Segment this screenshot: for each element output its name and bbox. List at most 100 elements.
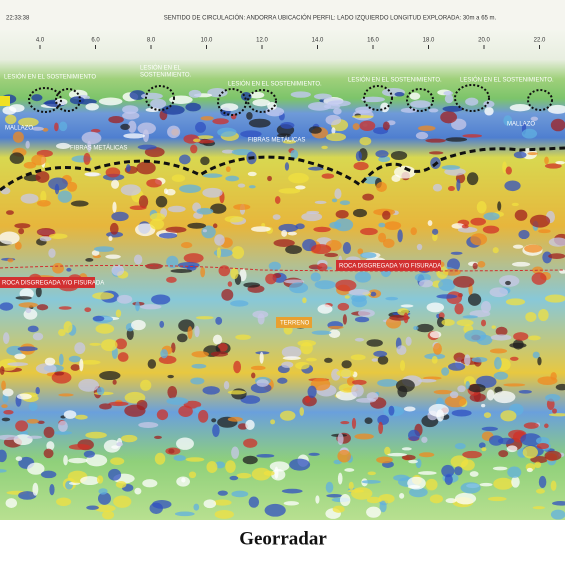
signal-blob [472, 262, 478, 270]
signal-blob [68, 444, 91, 450]
signal-blob [379, 500, 387, 513]
signal-blob [127, 120, 137, 133]
signal-blob [84, 172, 100, 177]
signal-blob [394, 92, 405, 97]
signal-blob [547, 104, 565, 114]
signal-blob [194, 325, 200, 338]
signal-blob [108, 468, 122, 481]
signal-blob [444, 395, 467, 408]
signal-blob [354, 271, 372, 283]
scale-label: 18.0 [423, 38, 435, 44]
signal-blob [84, 307, 92, 313]
signal-blob [534, 461, 542, 469]
signal-blob [471, 356, 488, 363]
signal-blob [326, 494, 343, 498]
signal-blob [213, 499, 232, 506]
signal-blob [90, 128, 101, 133]
signal-blob [511, 476, 520, 488]
signal-blob [503, 115, 513, 126]
signal-blob [378, 232, 387, 243]
signal-blob [25, 307, 32, 314]
signal-blob [362, 193, 374, 201]
signal-blob [15, 296, 32, 300]
signal-blob [80, 360, 101, 365]
signal-blob [136, 399, 148, 411]
signal-blob [400, 304, 414, 308]
signal-blob [63, 321, 73, 334]
signal-blob [202, 173, 223, 178]
signal-blob [32, 332, 44, 341]
signal-blob [134, 487, 142, 495]
signal-blob [25, 140, 30, 149]
signal-blob [36, 199, 51, 207]
signal-blob [482, 225, 500, 234]
signal-blob [220, 103, 239, 111]
signal-blob [43, 426, 55, 439]
signal-blob [210, 203, 227, 214]
signal-blob [302, 297, 307, 304]
signal-blob [202, 187, 223, 198]
signal-blob [40, 470, 57, 479]
annotation: LESIÓN EN EL SOSTENIMIENTO [4, 74, 96, 81]
signal-blob [248, 496, 260, 508]
signal-blob [190, 144, 198, 154]
signal-blob [417, 125, 436, 132]
signal-blob [364, 417, 373, 425]
signal-blob [155, 195, 168, 208]
signal-blob [492, 247, 499, 254]
signal-blob [85, 258, 94, 262]
signal-blob [394, 165, 416, 179]
signal-blob [385, 296, 399, 301]
signal-blob [387, 452, 408, 457]
signal-blob [552, 408, 557, 414]
signal-blob [351, 417, 357, 429]
signal-blob [359, 120, 376, 132]
signal-blob [456, 178, 461, 192]
signal-blob [98, 97, 123, 106]
signal-blob [295, 185, 306, 190]
signal-blob [231, 148, 253, 156]
signal-blob [0, 449, 7, 463]
signal-blob [177, 261, 200, 269]
signal-blob [451, 409, 472, 417]
signal-blob [480, 301, 492, 314]
signal-blob [495, 326, 508, 336]
signal-blob [283, 501, 300, 506]
signal-blob [15, 456, 23, 461]
signal-blob [138, 422, 159, 429]
signal-blob [278, 223, 299, 233]
signal-blob [9, 104, 25, 113]
signal-blob [225, 460, 236, 473]
signal-blob [360, 227, 378, 236]
signal-blob [66, 267, 72, 272]
signal-blob [18, 491, 37, 500]
signal-blob [111, 445, 119, 449]
distance-scale: 4.0 6.0 8.0 10.0 12.0 14.0 16.0 18.0 20.0 22.0 [36, 38, 546, 49]
signal-blob [399, 360, 406, 372]
signal-blob [141, 92, 163, 100]
signal-blob [513, 332, 529, 341]
signal-blob [351, 115, 374, 119]
signal-blob [274, 196, 281, 204]
signal-blob [6, 210, 14, 215]
signal-blob [31, 154, 47, 166]
signal-blob [453, 352, 466, 362]
signal-blob [49, 483, 55, 496]
signal-blob [351, 384, 364, 397]
annotation: MALLAZO [5, 126, 33, 132]
signal-blob [460, 482, 481, 494]
signal-blob [416, 243, 423, 251]
signal-blob [187, 326, 193, 340]
signal-blob [487, 496, 507, 502]
signal-blob [414, 273, 432, 282]
signal-blob [83, 450, 95, 458]
signal-blob [18, 302, 38, 308]
signal-blob [123, 133, 146, 139]
signal-blob [378, 494, 395, 504]
signal-blob [382, 238, 395, 248]
signal-blob [267, 102, 277, 111]
signal-blob [129, 205, 147, 211]
signal-blob [112, 379, 117, 385]
signal-blob [35, 363, 57, 374]
signal-blob [0, 302, 14, 311]
